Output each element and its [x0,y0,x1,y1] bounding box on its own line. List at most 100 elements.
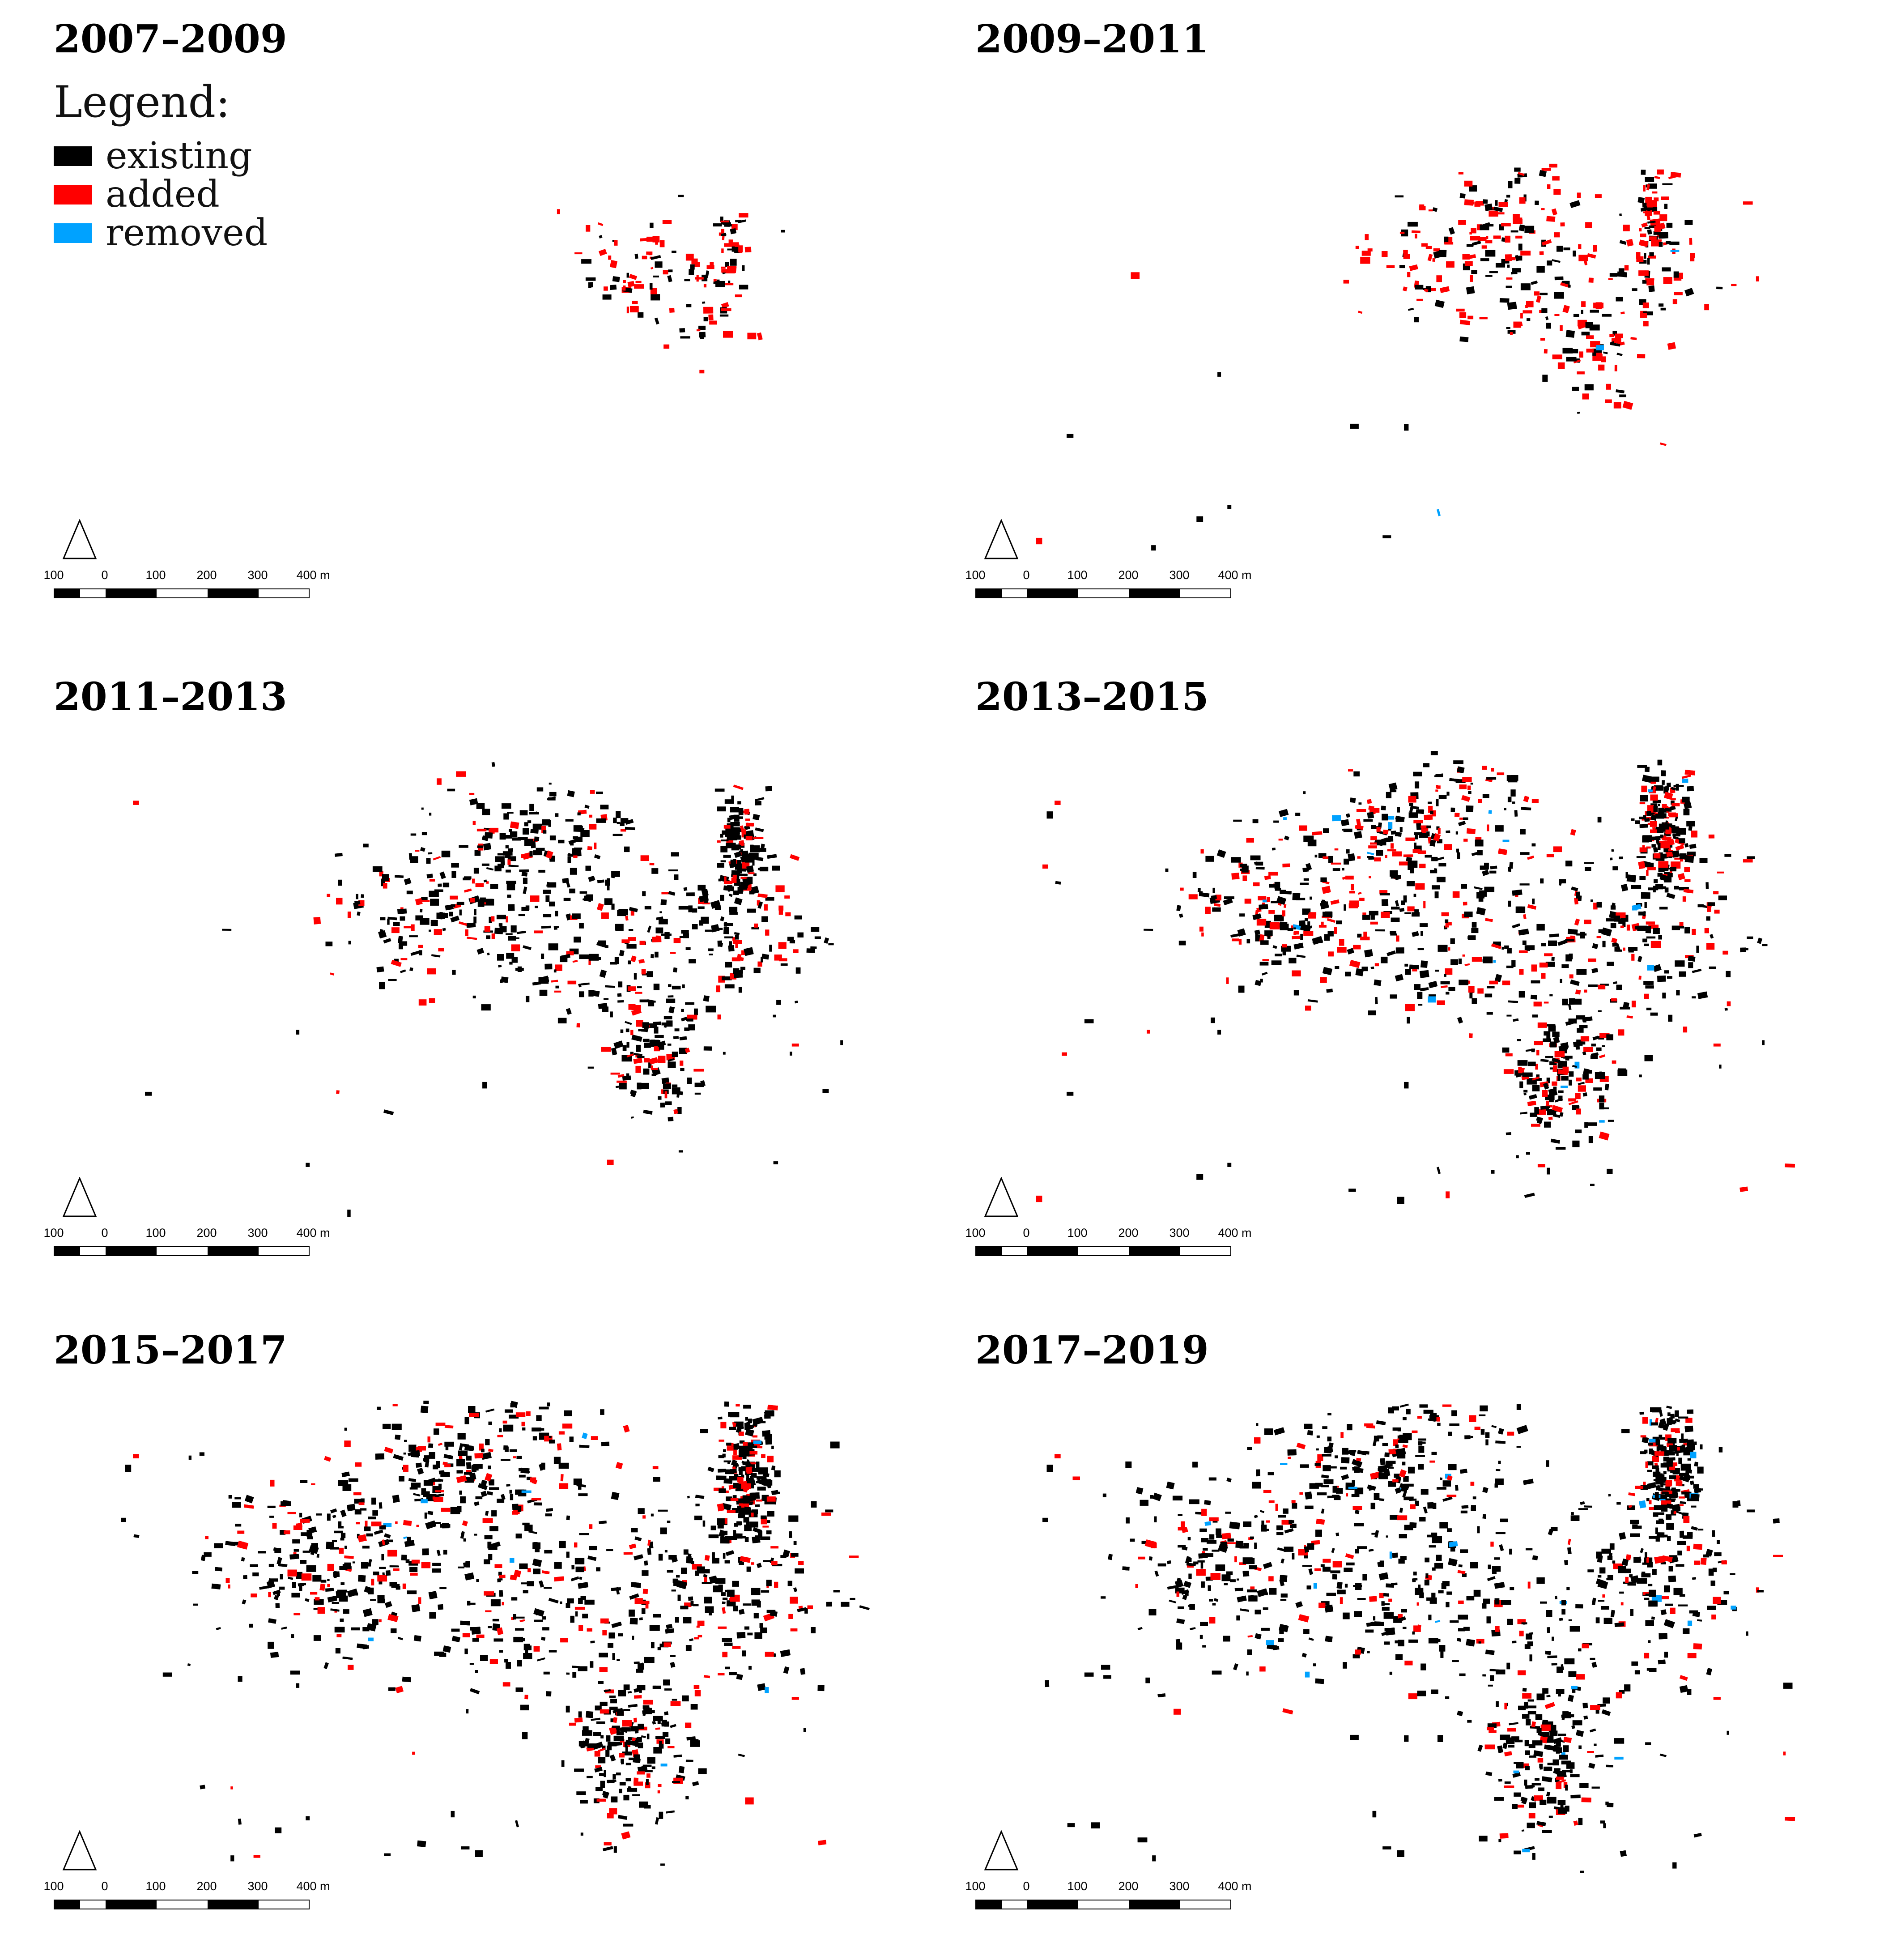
building-footprint [1611,341,1615,345]
building-footprint [703,284,706,288]
building-footprint [503,1424,514,1432]
building-footprint [695,1495,705,1499]
building-footprint [720,916,725,921]
building-footprint [756,1461,760,1468]
scale-tick: 0 [101,1226,108,1240]
building-footprint [1471,240,1481,246]
building-footprint [744,829,746,834]
building-footprint [1643,311,1653,315]
building-footprint [1651,844,1656,848]
building-footprint [1601,1548,1611,1554]
building-footprint [288,1577,293,1580]
building-footprint [1400,1556,1407,1560]
building-footprint [566,1672,570,1675]
building-footprint [748,1666,752,1670]
building-footprint [1645,1620,1654,1626]
building-footprint [299,1585,302,1591]
building-footprint [464,1477,474,1483]
building-footprint [757,961,762,967]
building-footprint [1406,1409,1411,1415]
building-footprint [593,1798,600,1803]
building-footprint [545,850,553,859]
building-footprint [1608,1120,1614,1122]
building-footprint [1505,285,1512,288]
building-footprint [727,889,731,892]
building-footprint [1523,914,1527,919]
building-footprint [599,1667,608,1672]
building-footprint [798,1561,804,1565]
building-footprint [1550,1138,1561,1144]
building-footprint [427,1511,434,1515]
building-footprint [1671,1428,1680,1432]
building-footprint [403,1453,406,1455]
building-footprint [1448,987,1455,991]
building-footprint [1549,163,1557,168]
building-footprint [715,1578,726,1584]
building-footprint [1180,887,1184,891]
building-footprint [1501,259,1510,264]
building-footprint [673,1754,682,1758]
building-footprint [387,1539,393,1542]
building-footprint [1485,1771,1493,1776]
building-footprint [1445,925,1449,928]
building-footprint [580,1800,588,1804]
building-footprint [1399,908,1405,912]
building-footprint [489,828,495,834]
building-footprint [1559,1112,1564,1117]
building-footprint [502,1420,507,1424]
building-footprint [1285,891,1292,895]
building-footprint [1471,922,1477,928]
building-footprint [501,1459,510,1461]
building-footprint [573,855,578,858]
building-footprint [1620,925,1624,928]
building-footprint [481,1004,491,1011]
building-footprint [634,1662,640,1664]
building-footprint [1632,288,1637,291]
building-footprint [1523,796,1530,802]
building-footprint [1212,1603,1216,1606]
building-footprint [1428,801,1432,804]
building-footprint [1676,990,1680,996]
building-footprint [1353,945,1361,950]
building-footprint [363,844,369,848]
building-footprint [535,905,538,908]
building-footprint [663,1016,672,1019]
building-footprint [1641,1573,1651,1577]
building-footprint [1262,959,1269,961]
building-footprint [642,1770,653,1773]
building-footprint [561,954,571,959]
building-footprint [1258,896,1267,901]
building-footprint [507,812,514,814]
building-footprint [1448,227,1455,235]
building-footprint [1554,276,1564,281]
building-footprint [600,1709,609,1714]
building-footprint [1588,984,1598,987]
building-footprint [361,1562,369,1569]
building-footprint [566,1603,570,1608]
building-footprint [1387,849,1396,852]
building-footprint [450,916,460,923]
building-footprint [1553,189,1561,195]
building-footprint [1250,1586,1255,1589]
building-footprint [1487,986,1495,989]
building-footprint [444,1464,451,1467]
building-footprint [687,1018,693,1022]
building-footprint [701,889,709,897]
building-footprint [1520,829,1526,835]
building-footprint [266,1580,275,1589]
building-footprint [1599,1120,1605,1123]
building-footprint [732,1581,739,1587]
building-footprint [399,944,403,950]
building-footprint [533,850,543,856]
building-footprint [1647,258,1650,265]
building-footprint [1278,839,1283,841]
building-footprint [1526,946,1531,951]
building-footprint [1659,1437,1665,1440]
building-footprint [1138,1556,1145,1559]
building-footprint [1067,1091,1074,1096]
building-footprint [1646,278,1654,285]
building-footprint [1684,855,1694,863]
building-footprint [293,1613,301,1615]
building-footprint [721,269,729,273]
building-footprint [668,1555,677,1560]
